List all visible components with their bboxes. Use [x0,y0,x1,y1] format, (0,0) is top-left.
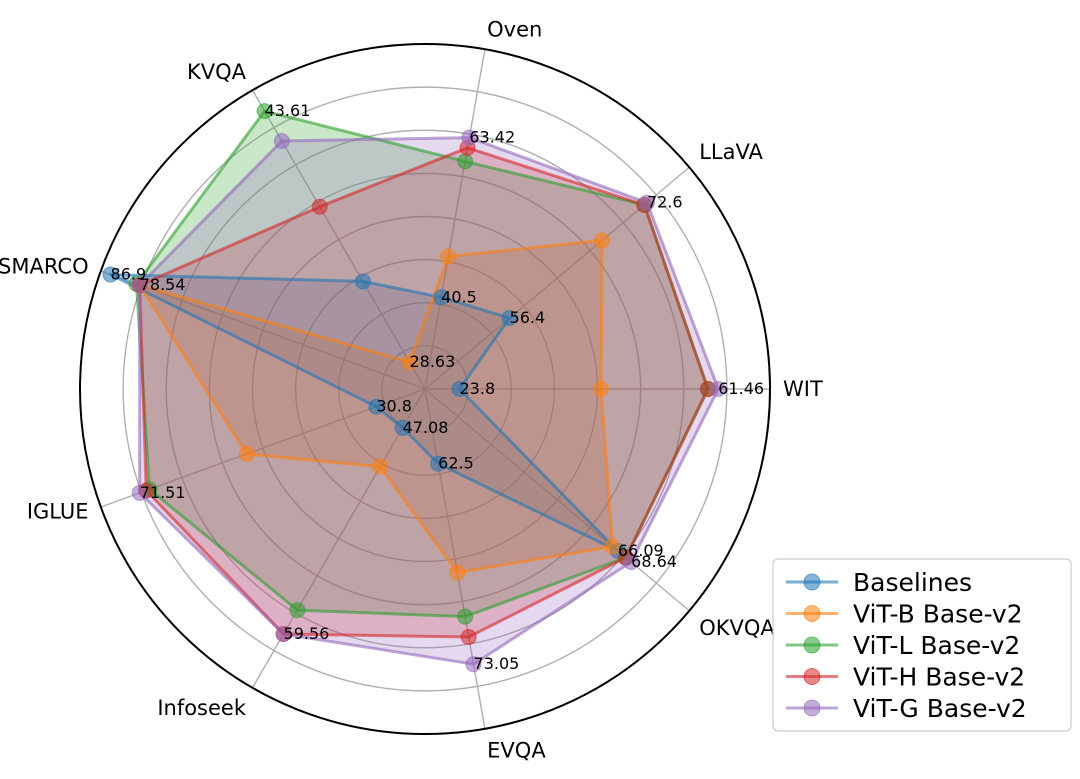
axis-label-evqa: EVQA [487,739,546,763]
point-baselines-kvqa [354,273,371,290]
legend-label-baselines: Baselines [853,568,972,597]
data-label-baselines-wit: 23.8 [460,379,496,398]
point-baselines-iglue [368,398,385,415]
data-label-vit-g-base-v2-infoseek: 59.56 [284,624,330,643]
point-baselines-evqa [430,455,447,472]
series-fill-vit-h-base-v2 [139,147,708,638]
point-baselines-oven [433,289,450,306]
outer-frame-layer [79,43,771,735]
legend-marker-vit-g-base-v2 [803,699,821,717]
axis-label-wit: WIT [783,377,823,401]
point-vit-b-base-v2-okvqa [604,538,621,555]
point-vit-b-base-v2-kvqa [401,354,418,371]
point-baselines-wit [451,381,468,397]
point-vit-g-base-v2-evqa [465,656,482,673]
point-vit-b-base-v2-infoseek [372,458,389,475]
axis-label-infoseek: Infoseek [157,696,247,720]
legend-marker-vit-b-base-v2 [803,605,821,622]
point-vit-b-base-v2-oven [440,248,457,265]
point-vit-g-base-v2-llava [638,194,655,211]
point-vit-g-base-v2-kvqa [273,133,290,150]
series-point-layer [102,103,727,673]
data-label-vit-g-base-v2-okvqa: 68.64 [631,552,677,571]
data-label-baselines-llava: 56.4 [510,308,546,327]
point-baselines-msmarco [102,266,119,283]
series-line-baselines [109,273,620,553]
point-vit-g-base-v2-iglue [131,484,148,501]
series-line-vit-h-base-v2 [138,146,710,639]
spoke-evqa [424,388,486,729]
data-label-layer: 23.8 56.4 40.5 86.9 30.8 47.08 62.5 66.09 28.63 4… [111,101,765,673]
point-vit-l-base-v2-evqa [457,608,474,625]
point-vit-g-base-v2-msmarco [131,277,148,294]
data-label-vit-h-base-v2-msmarco: 78.54 [140,275,186,294]
data-label-baselines-oven: 40.5 [441,287,477,306]
point-vit-g-base-v2-oven [461,129,478,146]
legend-label-vit-b-base-v2: ViT-B Base-v2 [853,600,1023,629]
point-vit-l-base-v2-oven [457,153,474,170]
data-label-vit-l-base-v2-kvqa: 43.61 [265,101,311,120]
data-label-vit-g-base-v2-iglue: 71.51 [140,483,186,502]
axis-label-oven: Oven [487,17,542,41]
legend-box [772,558,1072,732]
axis-label-iglue: IGLUE [27,499,89,523]
legend-label-vit-l-base-v2: ViT-L Base-v2 [853,631,1020,660]
data-label-vit-g-base-v2-llava: 72.6 [647,193,683,212]
axis-label-okvqa: OKVQA [699,616,775,640]
legend-marker-vit-h-base-v2 [803,668,821,685]
axis-label-llava: LLaVA [699,140,763,164]
data-label-vit-b-base-v2-kvqa: 28.63 [409,352,455,371]
point-vit-b-base-v2-llava [594,232,611,249]
series-line-vit-b-base-v2 [138,238,615,574]
axis-label-kvqa: KVQA [187,60,247,84]
data-label-baselines-iglue: 30.8 [376,397,412,416]
spoke-okvqa [424,388,690,612]
point-vit-b-base-v2-iglue [238,445,255,462]
point-vit-b-base-v2-wit [592,381,609,397]
point-vit-h-base-v2-kvqa [311,198,328,215]
axis-label-layer: WIT LLaVA Oven KVQA MSMARCO IGLUE Infoseek EVQA… [0,17,823,762]
point-baselines-llava [501,310,518,327]
point-vit-g-base-v2-wit [710,381,727,397]
legend-marker-baselines [803,573,821,591]
legend-label-vit-h-base-v2: ViT-H Base-v2 [853,663,1025,692]
data-label-vit-g-base-v2-oven: 63.42 [469,128,515,147]
data-label-baselines-msmarco: 86.9 [111,265,147,284]
data-label-baselines-infoseek: 47.08 [403,418,449,437]
point-vit-g-base-v2-infoseek [275,625,292,642]
data-label-vit-g-base-v2-wit: 61.46 [718,379,764,398]
data-label-baselines-evqa: 62.5 [438,454,474,473]
series-fill-vit-g-base-v2 [139,137,719,665]
spoke-oven [424,49,486,390]
point-vit-l-base-v2-kvqa [256,103,273,120]
series-line-layer [109,109,720,666]
outer-frame-circle [79,43,771,735]
point-vit-b-base-v2-evqa [449,564,466,581]
point-vit-l-base-v2-infoseek [289,602,306,619]
series-fill-vit-l-base-v2 [136,111,708,617]
point-vit-h-base-v2-evqa [460,629,477,646]
point-baselines-infoseek [394,419,411,436]
data-label-vit-g-base-v2-evqa: 73.05 [474,654,520,673]
series-line-vit-g-base-v2 [138,136,720,666]
legend-label-vit-g-base-v2: ViT-G Base-v2 [853,694,1027,723]
data-label-baselines-okvqa: 66.09 [618,541,664,560]
axis-label-msmarco: MSMARCO [0,255,89,279]
legend-marker-vit-l-base-v2 [803,636,821,654]
point-vit-g-base-v2-okvqa [623,553,640,570]
